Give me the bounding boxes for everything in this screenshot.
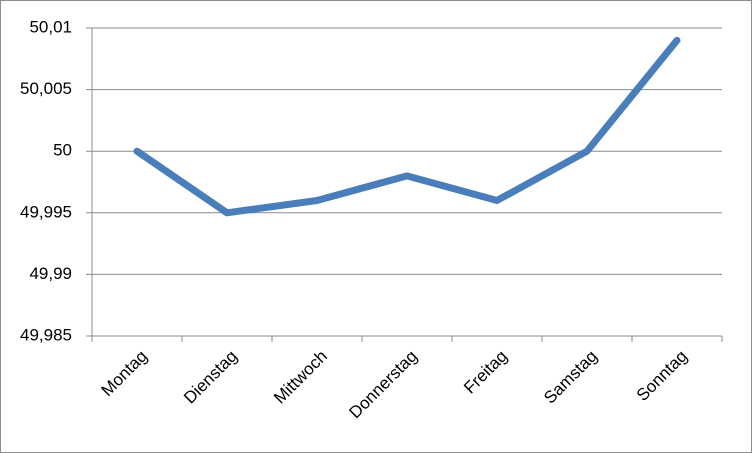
y-tick-label: 50	[53, 141, 72, 160]
y-tick-label: 49,99	[29, 264, 72, 283]
y-tick-label: 50,01	[29, 17, 72, 36]
line	[133, 36, 681, 217]
y-tick-label: 49,985	[20, 325, 72, 344]
y-tick-label: 49,995	[20, 202, 72, 221]
y-tick-label: 50,005	[20, 79, 72, 98]
